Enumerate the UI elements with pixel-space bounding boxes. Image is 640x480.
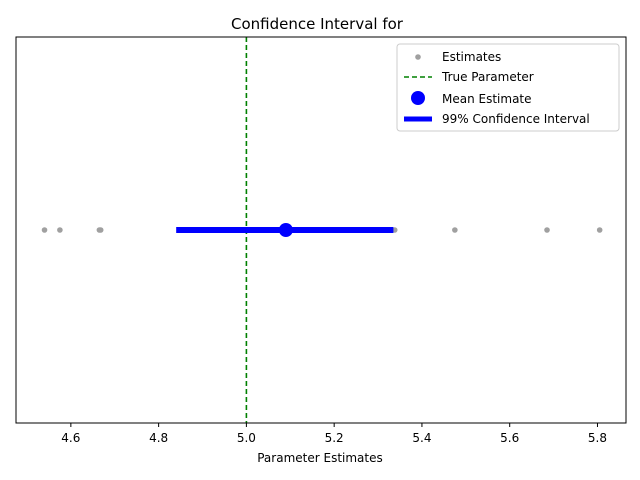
estimate-point-7 — [544, 227, 550, 233]
legend-label-true-parameter: True Parameter — [441, 70, 534, 84]
x-tick-label-5.6: 5.6 — [500, 431, 519, 445]
plot-area-frame — [15, 36, 627, 424]
legend-label-confidence-interval: 99% Confidence Interval — [442, 112, 590, 126]
x-tick-label-5.4: 5.4 — [412, 431, 431, 445]
x-tick-label-5.0: 5.0 — [237, 431, 256, 445]
estimate-point-2 — [57, 227, 63, 233]
estimate-point-4 — [97, 227, 104, 233]
chart-title: Confidence Interval for — [231, 15, 404, 33]
x-axis-ticks: 4.6 4.8 5.0 5.2 5.4 5.6 5.8 — [61, 423, 607, 445]
x-tick-label-5.8: 5.8 — [588, 431, 607, 445]
estimate-point-8 — [596, 227, 603, 233]
mean-estimate-point — [278, 223, 293, 237]
x-tick-label-5.2: 5.2 — [325, 431, 344, 445]
x-axis-label: Parameter Estimates — [257, 451, 383, 465]
estimate-point-1 — [41, 227, 48, 233]
legend-label-mean-estimate: Mean Estimate — [442, 92, 532, 106]
x-tick-label-4.8: 4.8 — [149, 431, 168, 445]
plot-marks — [41, 37, 603, 423]
legend: Estimates True Parameter Mean Estimate 9… — [396, 43, 620, 132]
x-tick-label-4.6: 4.6 — [61, 431, 80, 445]
legend-marker-estimates — [415, 54, 421, 60]
legend-label-estimates: Estimates — [442, 50, 501, 64]
legend-marker-mean-estimate — [411, 91, 425, 105]
legend-box — [396, 43, 620, 132]
estimate-point-6 — [452, 227, 458, 233]
